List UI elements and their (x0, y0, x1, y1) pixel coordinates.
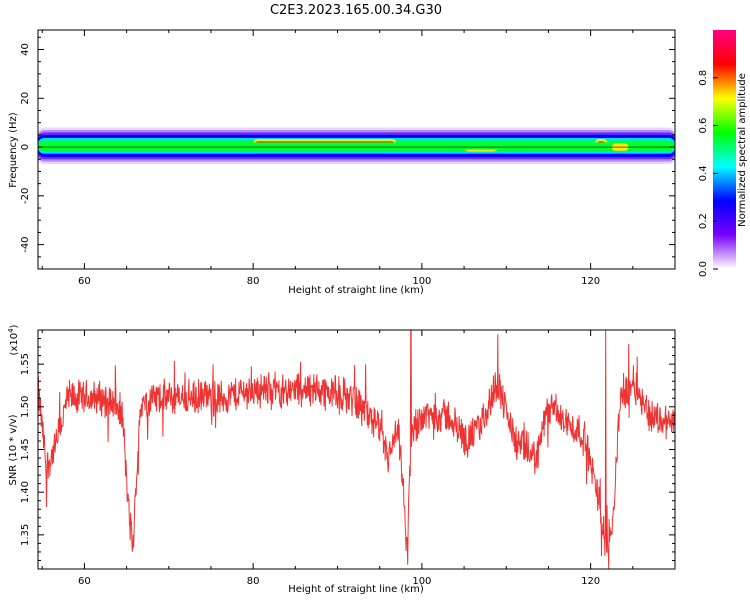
figure-title: C2E3.2023.165.00.34.G30 (270, 3, 442, 18)
spectrogram-frame (37, 29, 676, 270)
spectrogram-y-tick-label: 40 (20, 43, 31, 56)
snr-x-tick-label: 80 (247, 576, 260, 587)
snr-y-tick-label: 1.50 (20, 396, 31, 418)
colorbar-ticks: 0.0 0.2 0.4 0.6 0.8 (698, 70, 718, 277)
spectrogram-ticks: 60 80 100 120 -40 -20 0 20 40 (20, 30, 676, 287)
colorbar-scale (713, 30, 736, 269)
snr-multiplier-label: (x104) (7, 324, 20, 355)
snr-y-tick-label: 1.35 (20, 524, 31, 546)
snr-x-tick-label: 120 (581, 576, 600, 587)
snr-plot-area (37, 329, 676, 570)
snr-series-line (37, 329, 676, 570)
snr-y-label: SNR (10 * v/v) (8, 414, 19, 485)
colorbar-tick-label: 0.4 (698, 165, 709, 181)
spectrogram-panel: 60 80 100 120 -40 -20 0 20 40 Height of straight… (8, 29, 676, 296)
spectrogram-x-tick-label: 60 (78, 276, 91, 287)
spectral-band (38, 127, 675, 165)
spectrogram-x-tick-label: 80 (247, 276, 260, 287)
spectrogram-x-tick-label: 120 (581, 276, 600, 287)
spectrogram-y-label: Frequency (Hz) (8, 112, 19, 188)
snr-y-tick-label: 1.55 (20, 353, 31, 375)
spectral-band-mid (405, 142, 675, 150)
spectrogram-y-tick-label: 20 (20, 92, 31, 105)
spectrogram-y-tick-label: -20 (20, 188, 31, 204)
spectrogram-x-label: Height of straight line (km) (288, 285, 424, 296)
snr-y-tick-label: 1.40 (20, 481, 31, 503)
colorbar-tick-label: 0.6 (698, 118, 709, 134)
spectrogram-y-tick-label: 0 (20, 144, 31, 150)
colorbar-label: Normalized spectral amplitude (737, 73, 748, 227)
snr-y-tick-label: 1.45 (20, 438, 31, 460)
snr-panel: 60 80 100 120 1.35 1.40 1.45 1.50 1.55 Height of… (7, 324, 676, 595)
snr-x-tick-label: 60 (78, 576, 91, 587)
colorbar-tick-label: 0.2 (698, 213, 709, 229)
snr-x-tick-label: 100 (412, 576, 431, 587)
colorbar-tick-label: 0.8 (698, 70, 709, 86)
spectrogram-x-tick-label: 100 (412, 276, 431, 287)
spectrogram-y-tick-label: -40 (20, 236, 31, 252)
spectral-band-mid (42, 142, 406, 150)
colorbar-tick-label: 0.0 (698, 261, 709, 277)
snr-ticks: 60 80 100 120 1.35 1.40 1.45 1.50 1.55 (20, 330, 676, 587)
colorbar: 0.0 0.2 0.4 0.6 0.8 Normalized spectral ampl… (698, 30, 748, 277)
snr-x-label: Height of straight line (km) (288, 584, 424, 595)
